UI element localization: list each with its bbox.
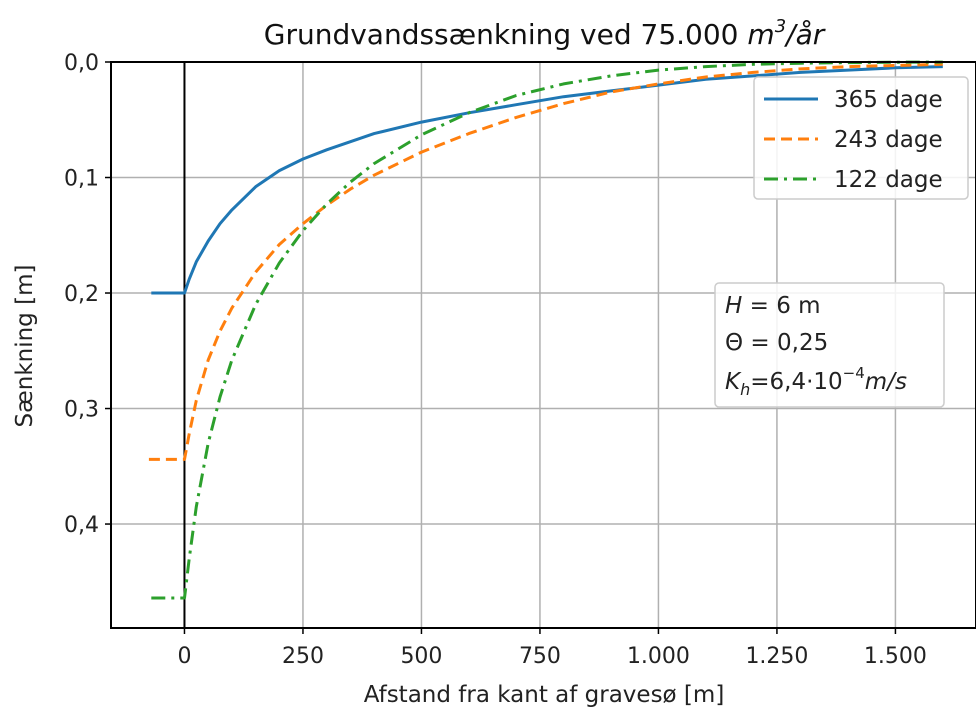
parameter-kh: Kh=6,4·10−4m/s bbox=[725, 364, 907, 399]
parameter-theta: Θ = 0,25 bbox=[725, 330, 828, 356]
chart-title-unit-exp: 3 bbox=[775, 16, 786, 37]
chart-title: Grundvandssænkning ved 75.000 m3/år bbox=[264, 16, 826, 51]
x-tick-label: 1.000 bbox=[627, 644, 690, 669]
series-line-243-dage bbox=[148, 62, 943, 461]
legend-label: 122 dage bbox=[834, 167, 943, 193]
x-axis-label: Afstand fra kant af gravesø [m] bbox=[364, 682, 725, 708]
y-tick-label: 0,4 bbox=[64, 513, 99, 538]
x-tick-label: 750 bbox=[519, 644, 561, 669]
parameter-box: H = 6 m Θ = 0,25 Kh=6,4·10−4m/s bbox=[714, 282, 945, 408]
y-axis-label: Sænkning [m] bbox=[12, 265, 38, 428]
x-tick-label: 1.250 bbox=[745, 644, 808, 669]
series-lines bbox=[148, 60, 943, 600]
legend: 365 dage 243 dage 122 dage bbox=[753, 76, 969, 200]
chart-title-unit-suffix: /år bbox=[783, 18, 826, 51]
y-tick-label: 0,0 bbox=[64, 51, 99, 76]
chart-title-unit: m bbox=[747, 18, 774, 51]
legend-label: 243 dage bbox=[834, 127, 943, 153]
y-tick-label: 0,2 bbox=[64, 282, 99, 307]
x-tick-label: 0 bbox=[177, 644, 191, 669]
series-line-365-dage bbox=[151, 65, 943, 295]
plot-frame bbox=[110, 61, 976, 629]
legend-box bbox=[753, 76, 969, 200]
x-tick-label: 1.500 bbox=[864, 644, 927, 669]
x-tick-label: 250 bbox=[282, 644, 324, 669]
parameter-box-frame bbox=[714, 282, 945, 408]
x-tick-label: 500 bbox=[400, 644, 442, 669]
y-tick-label: 0,3 bbox=[64, 398, 99, 423]
legend-label: 365 dage bbox=[834, 87, 943, 113]
series-line-122-dage bbox=[151, 60, 943, 600]
parameter-h: H = 6 m bbox=[725, 293, 821, 319]
y-axis-ticks: 0,0 0,1 0,2 0,3 0,4 bbox=[64, 51, 111, 538]
chart-title-prefix: Grundvandssænkning ved 75.000 bbox=[264, 18, 748, 51]
x-axis-ticks: 0 250 500 750 1.000 1.250 1.500 bbox=[177, 628, 927, 669]
y-tick-label: 0,1 bbox=[64, 167, 99, 192]
